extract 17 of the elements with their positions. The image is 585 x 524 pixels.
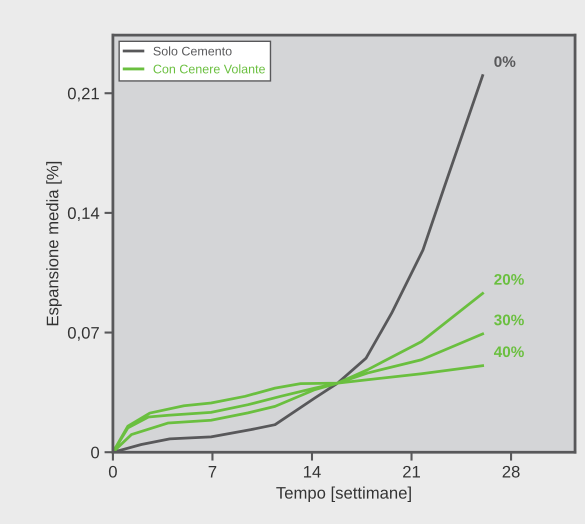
y-tick-label: 0 — [91, 446, 100, 458]
y-tick-label: 0,21 — [68, 88, 99, 102]
y-axis-title: Espansione media [%] — [46, 162, 62, 326]
x-tick-label: 14 — [304, 466, 321, 478]
y-tick-label: 0,07 — [68, 326, 99, 341]
x-tick-label: 0 — [108, 466, 117, 478]
legend-label: Con Cenere Volante — [154, 64, 265, 74]
annotation: 30% — [494, 314, 524, 326]
x-tick-label: 7 — [208, 466, 216, 478]
x-tick-label: 21 — [403, 466, 420, 478]
y-tick-label: 0,14 — [68, 207, 100, 222]
legend-label: Solo Cemento — [153, 46, 232, 56]
annotation: 20% — [494, 274, 524, 285]
annotation: 0% — [494, 56, 516, 68]
annotation: 40% — [494, 346, 524, 358]
x-tick-label: 28 — [502, 466, 520, 478]
x-axis-title: Tempo [settimane] — [276, 486, 411, 502]
